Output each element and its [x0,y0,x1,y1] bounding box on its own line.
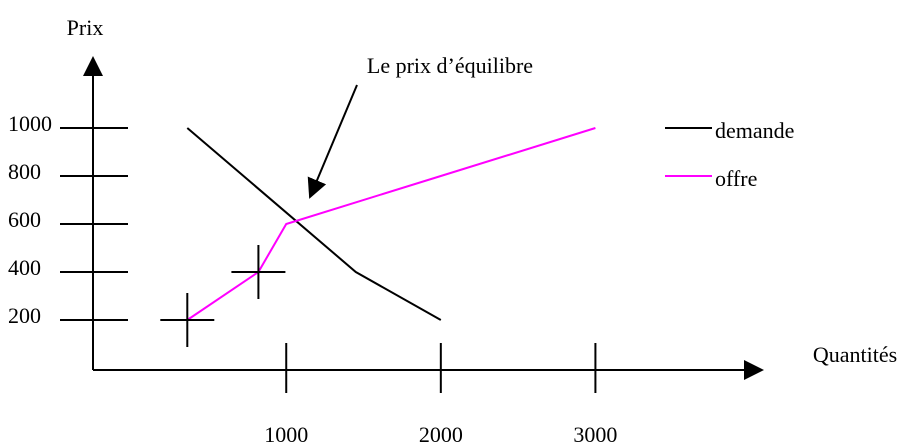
x-axis-label: Quantités [813,342,897,367]
point-marker [231,245,286,299]
annotation: Le prix d’équilibre [367,53,533,78]
legend-label: demande [715,118,794,143]
y-tick-label: 600 [8,207,41,232]
y-tick-label: 400 [8,255,41,280]
series-line [186,127,442,321]
x-tick-label: 3000 [573,422,617,447]
x-tick-label: 1000 [264,422,308,447]
y-tick-label: 800 [8,159,41,184]
annotation-arrow [307,84,358,199]
x-tick-label: 2000 [419,422,463,447]
series-line [186,127,596,321]
y-axis-label: Prix [67,15,104,40]
y-tick-label: 1000 [8,111,52,136]
point-marker [160,293,215,347]
legend-label: offre [715,166,757,191]
y-tick-label: 200 [8,303,41,328]
